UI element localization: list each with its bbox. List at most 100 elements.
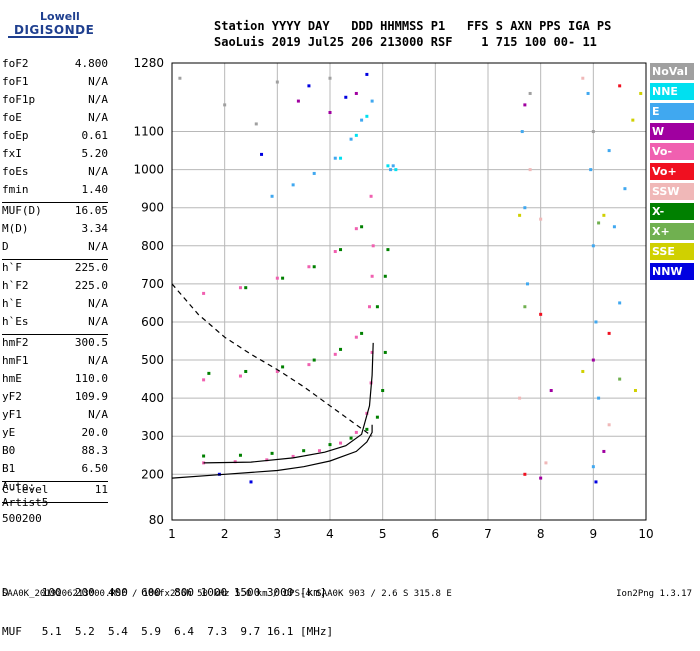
- y-tick-label: 400: [141, 391, 164, 405]
- param-value: 20.0: [81, 426, 109, 439]
- data-point: [528, 91, 532, 95]
- ionogram-chart: 1 2 3 4 5 6 7 8 9 10 80 200 300 400 500 600 700 800 900 100…: [133, 56, 653, 541]
- data-point: [291, 183, 295, 187]
- data-point: [383, 350, 387, 354]
- param-value: N/A: [88, 75, 108, 88]
- distance-row: D 100 200 400 600 800 1000 1500 3000 [km…: [2, 586, 327, 599]
- param-row: h`F2 225.0: [2, 279, 108, 297]
- data-point: [207, 371, 211, 375]
- param-row: foF1 N/A: [2, 75, 108, 93]
- param-label: h`E: [2, 297, 22, 310]
- data-point: [291, 454, 295, 458]
- param-row: foE N/A: [2, 111, 108, 129]
- param-row: MUF(D) 16.05: [2, 204, 108, 222]
- data-point: [275, 276, 279, 280]
- x-tick-label: 4: [326, 527, 334, 541]
- data-point: [597, 396, 601, 400]
- data-point: [202, 454, 206, 458]
- param-row: B0 88.3: [2, 444, 108, 462]
- data-point: [349, 137, 353, 141]
- y-tick-label: 1100: [133, 125, 164, 139]
- data-point: [328, 111, 332, 115]
- param-label: fxI: [2, 147, 22, 160]
- param-row: fmin 1.40: [2, 183, 108, 201]
- param-row: yE 20.0: [2, 426, 108, 444]
- chart-axes: 1 2 3 4 5 6 7 8 9 10 80 200 300 400 500 600 700 800 900 100…: [133, 56, 653, 541]
- legend-item-x: X-: [650, 203, 694, 220]
- data-point: [523, 103, 527, 107]
- param-row: h`E N/A: [2, 297, 108, 315]
- data-point: [602, 449, 606, 453]
- data-point: [383, 274, 387, 278]
- data-point: [539, 312, 543, 316]
- param-separator: [2, 502, 108, 503]
- param-value: 110.0: [74, 372, 108, 385]
- x-tick-label: 6: [432, 527, 440, 541]
- data-point: [386, 164, 390, 168]
- param-label: yF1: [2, 408, 22, 421]
- data-point: [539, 476, 543, 480]
- muf-row: MUF 5.1 5.2 5.4 5.9 6.4 7.3 9.7 16.1 [MH…: [2, 625, 334, 638]
- series-e: [270, 91, 627, 469]
- param-row: yF1 N/A: [2, 408, 108, 426]
- param-value: N/A: [88, 315, 108, 328]
- data-point: [520, 130, 524, 134]
- legend: NoVal NNE E W Vo- Vo+ SSW X- X+ SSE NNW: [650, 63, 694, 283]
- param-value: 6.50: [81, 462, 109, 475]
- data-point: [270, 451, 274, 455]
- param-label: h`Es: [2, 315, 29, 328]
- legend-item-nne: NNE: [650, 83, 694, 100]
- header-values: SaoLuis 2019 Jul25 206 213000 RSF 1 715 …: [214, 35, 597, 49]
- param-row: hmF2 300.5: [2, 336, 108, 354]
- auto-artist: Artist5: [2, 496, 49, 509]
- y-tick-label: 1280: [133, 56, 164, 70]
- param-label: hmE: [2, 372, 22, 385]
- data-point: [307, 265, 311, 269]
- data-point: [633, 389, 637, 393]
- series-vo: [523, 84, 622, 476]
- x-tick-label: 9: [590, 527, 598, 541]
- data-point: [581, 76, 585, 80]
- data-point: [333, 156, 337, 160]
- data-point: [544, 461, 548, 465]
- data-point: [233, 460, 237, 464]
- data-point: [526, 282, 529, 286]
- data-point: [523, 206, 527, 210]
- data-point: [275, 369, 279, 373]
- data-point: [339, 441, 343, 445]
- data-point: [591, 244, 595, 248]
- data-point: [312, 358, 316, 362]
- param-label: C-level: [2, 483, 49, 496]
- auto-label: Auto:: [2, 480, 36, 493]
- y-tick-label: 900: [141, 201, 164, 215]
- data-point: [360, 225, 364, 229]
- series-sse: [518, 91, 643, 393]
- data-point: [333, 352, 337, 356]
- data-point: [281, 276, 285, 280]
- y-tick-label: 800: [141, 239, 164, 253]
- x-tick-label: 7: [484, 527, 492, 541]
- data-point: [328, 76, 332, 80]
- data-point: [302, 449, 306, 453]
- legend-item-ssw: SSW: [650, 183, 694, 200]
- param-value: 4.800: [74, 57, 108, 70]
- chart-marks: [178, 72, 643, 484]
- param-value: N/A: [88, 165, 108, 178]
- param-value: N/A: [88, 240, 108, 253]
- param-label: B1: [2, 462, 16, 475]
- param-label: foE: [2, 111, 22, 124]
- data-point: [254, 122, 258, 126]
- data-point: [597, 221, 601, 225]
- param-label: hmF1: [2, 354, 29, 367]
- param-value: 300.5: [74, 336, 108, 349]
- param-row: foEp 0.61: [2, 129, 108, 147]
- data-point: [518, 396, 522, 400]
- data-point: [591, 465, 595, 469]
- plot-frame: [171, 62, 647, 521]
- data-point: [370, 99, 374, 103]
- logo-lowell: Lowell: [40, 10, 80, 23]
- param-value: 16.05: [74, 204, 108, 217]
- data-point: [370, 350, 374, 354]
- data-point: [386, 248, 390, 252]
- data-point: [618, 301, 622, 305]
